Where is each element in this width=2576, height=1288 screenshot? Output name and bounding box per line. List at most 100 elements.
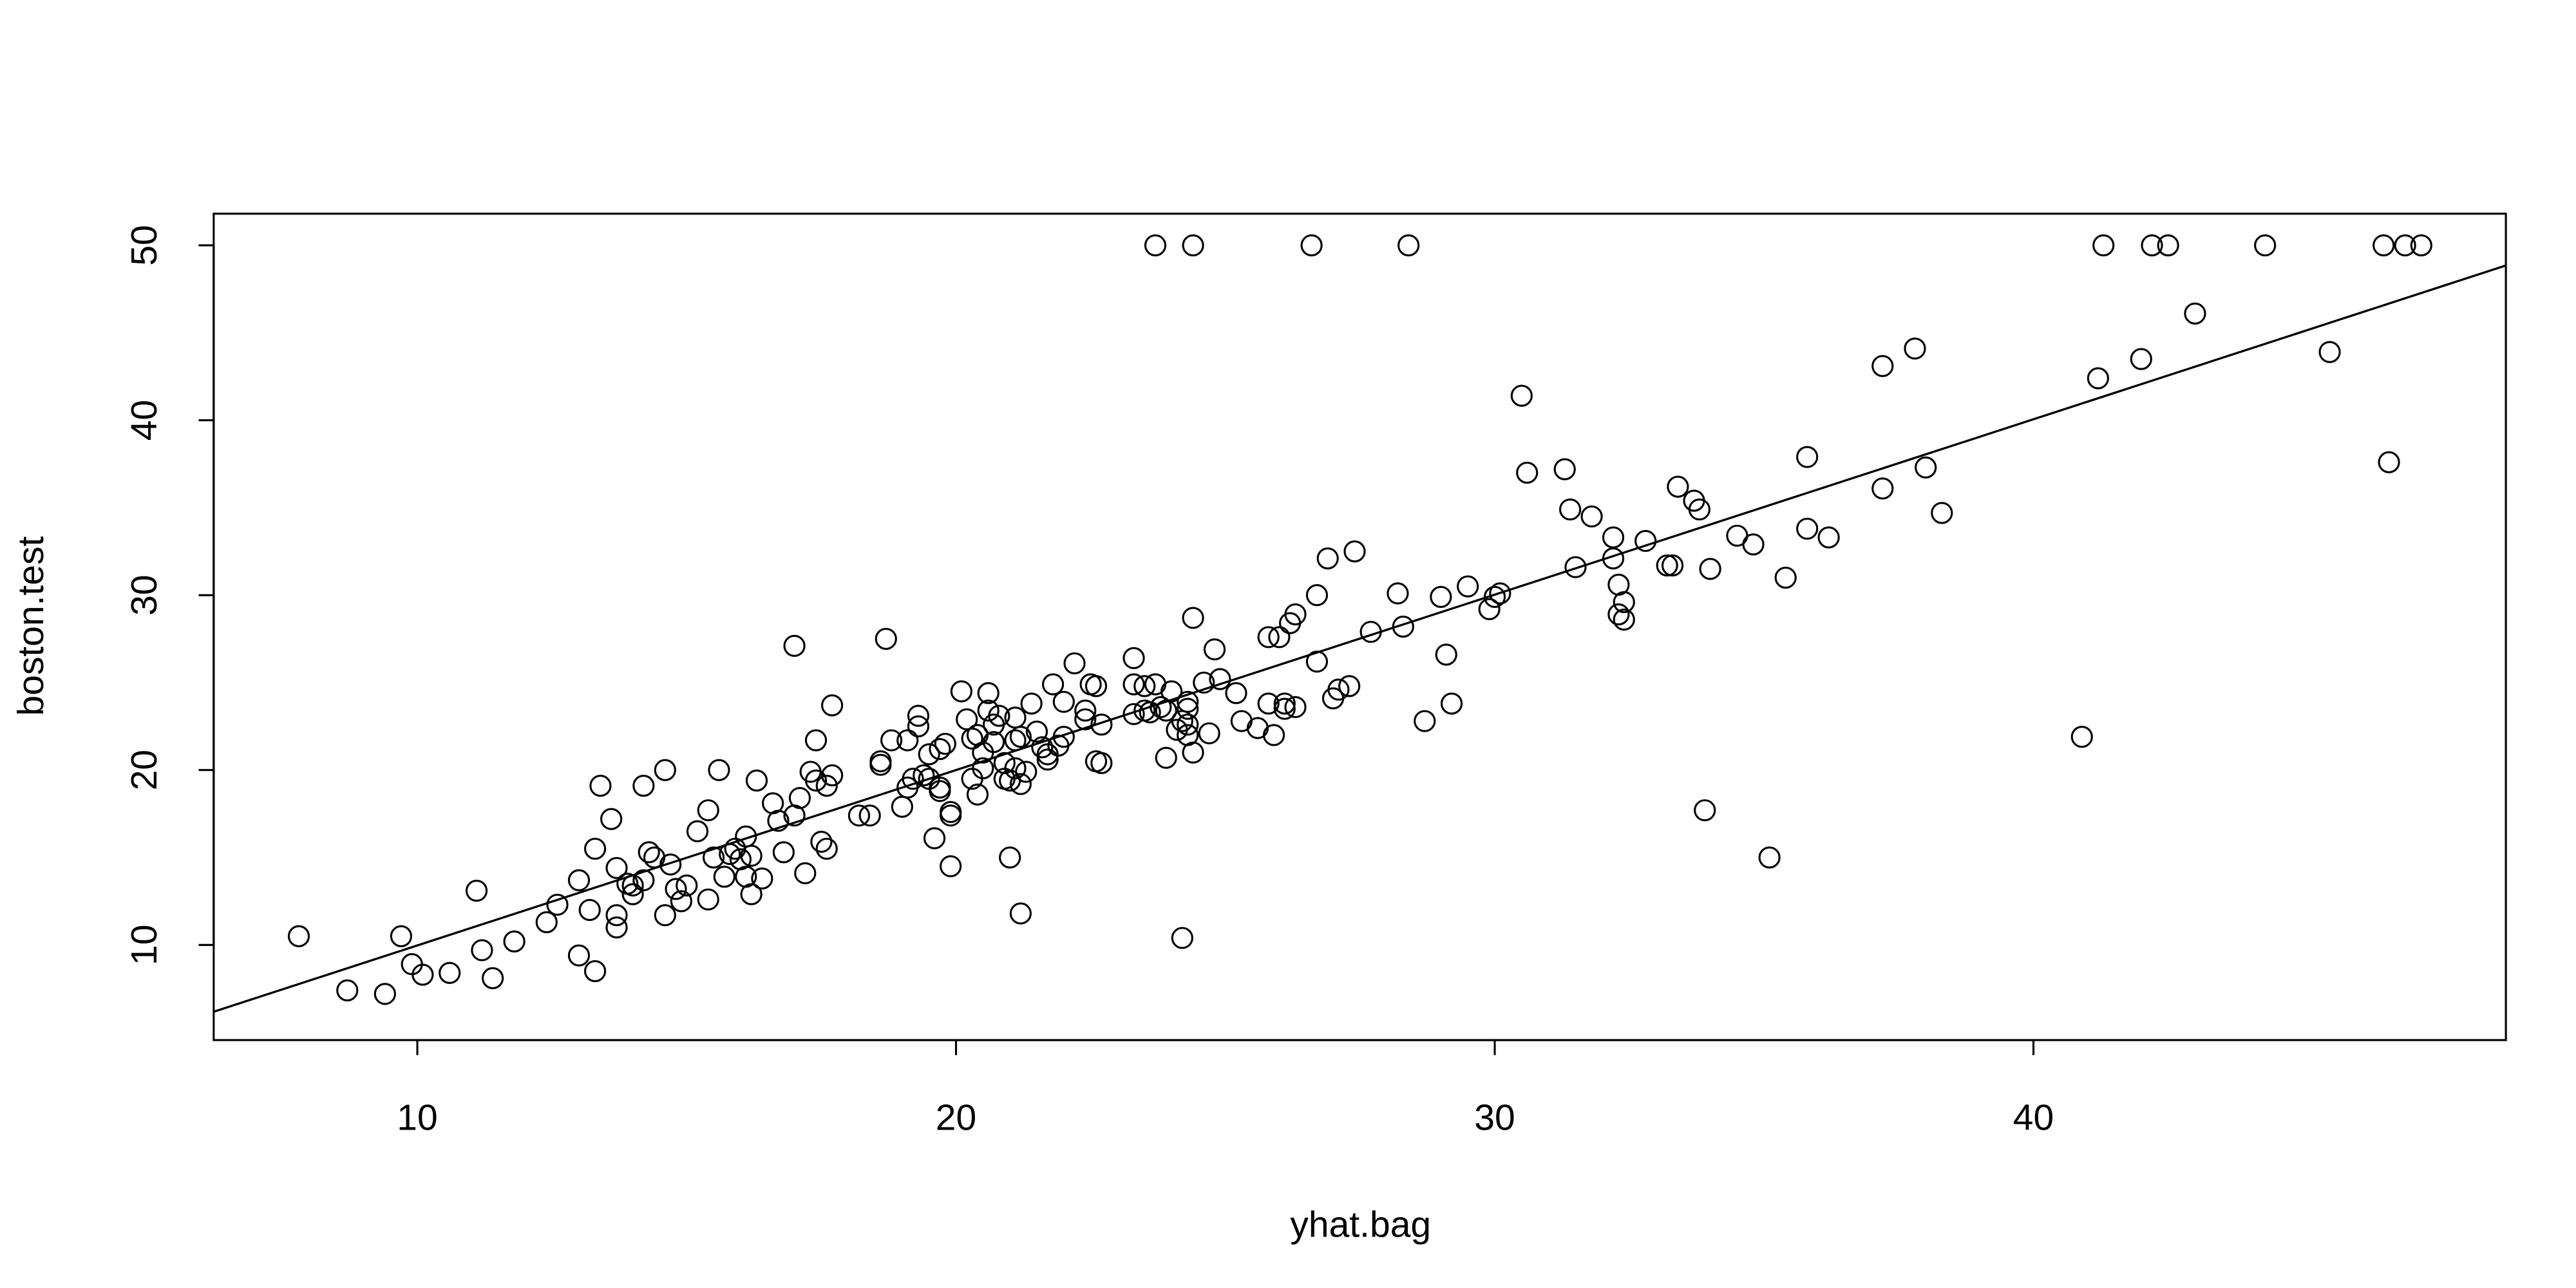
point [2141,234,2163,257]
point [654,904,676,927]
point [676,874,698,897]
point [546,893,569,916]
point [880,729,903,752]
point [1031,736,1054,759]
point [2092,234,2115,257]
point [535,911,558,934]
point [929,776,951,799]
point [1489,582,1511,605]
point [1817,526,1840,549]
point [1257,626,1280,649]
point [2070,726,2093,748]
point [336,979,359,1002]
point [772,841,795,864]
x-tick-label: 30 [1474,1097,1515,1139]
y-tick-label: 10 [124,925,165,965]
point [869,753,892,776]
point [972,757,994,780]
point [2394,234,2416,257]
point [1742,533,1765,556]
point [390,925,413,947]
point [1177,690,1199,713]
point [1397,234,1420,257]
point [1009,726,1032,748]
point [940,855,962,878]
y-tick-label: 30 [124,574,165,615]
point [1688,498,1710,521]
point [1457,575,1479,598]
point [686,820,709,842]
point [697,888,719,911]
point [632,869,655,891]
point [896,729,919,752]
point [1602,526,1625,549]
point [1656,554,1678,577]
point [1661,554,1684,577]
point [583,960,607,983]
point [287,925,310,947]
point [1182,607,1204,629]
point [605,857,628,879]
point [982,731,1005,753]
x-axis-label: yhat.bag [1290,1204,1431,1245]
point [1478,598,1501,620]
point [374,983,396,1005]
point [471,939,493,961]
point [966,783,989,806]
point [999,846,1021,869]
point [1198,722,1220,744]
point [1414,710,1436,732]
plot-frame [213,213,2507,1041]
point [1440,692,1463,715]
y-axis-label: boston.test [10,536,52,716]
point [918,743,940,766]
point [1036,748,1059,771]
point [929,738,951,761]
point [1225,682,1247,705]
x-tick-label: 10 [397,1097,437,1139]
point [1268,626,1291,649]
point [940,800,962,824]
point [1516,461,1539,484]
point [2378,451,2400,473]
point [1613,591,1635,614]
point [1430,585,1452,608]
point [977,682,999,705]
point [2130,348,2152,370]
point [1262,724,1285,746]
point [821,764,844,786]
point [1090,752,1113,774]
point [1273,692,1296,715]
point [1203,638,1226,661]
point [1025,720,1048,743]
point [1177,713,1199,736]
point [482,967,504,990]
point [1607,603,1630,626]
point [988,705,1010,727]
point [621,883,644,905]
point [783,634,806,658]
point [1139,701,1161,724]
point [1871,477,1894,500]
fit-line [213,264,2506,1013]
point [1084,675,1108,697]
point [1510,384,1533,407]
point [632,775,655,797]
point [1009,902,1032,925]
point [815,837,838,860]
point [2410,234,2432,257]
point [848,804,871,827]
point [913,764,935,786]
point [713,866,735,888]
point [1435,643,1457,666]
point [1343,540,1366,563]
point [1284,603,1307,626]
point [745,769,768,792]
point [670,890,693,913]
point [1904,337,1926,360]
point [815,775,838,797]
point [858,804,881,827]
point [891,795,913,818]
point [412,963,434,986]
